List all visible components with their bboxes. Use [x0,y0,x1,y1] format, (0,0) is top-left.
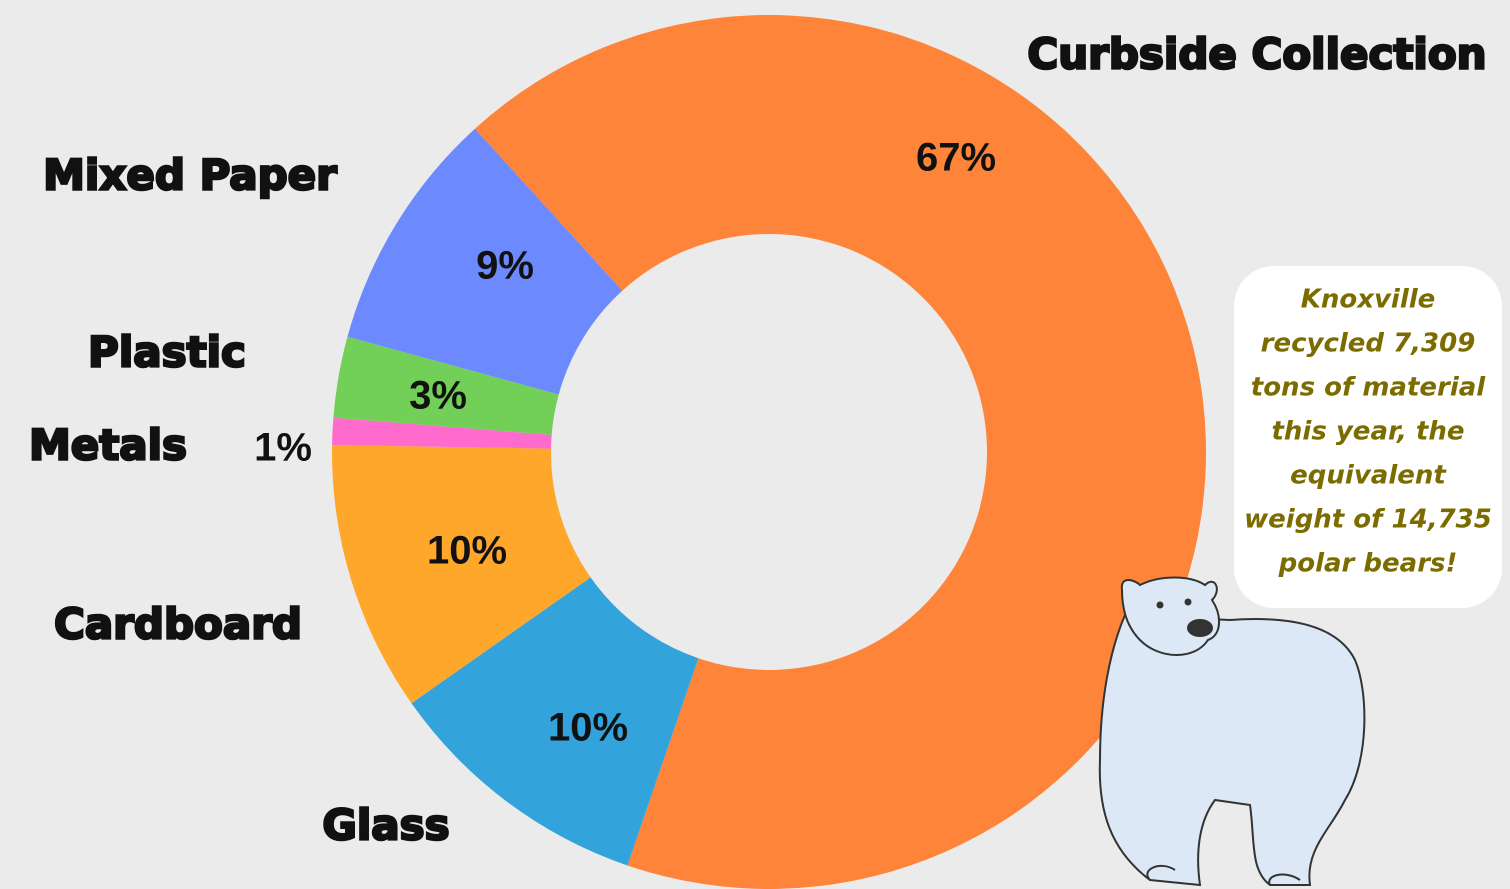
category-label: Metals [29,421,187,470]
annotation: Knoxville recycled 7,309 tons of material t… [1244,285,1492,579]
value-label: 9% [476,244,534,288]
category-label: Plastic [88,328,246,377]
annotation-line: this year, the [1271,417,1464,447]
annotation-line: recycled 7,309 [1261,329,1476,359]
annotation-line: weight of 14,735 [1244,505,1492,535]
category-label: Mixed Paper [43,151,337,200]
category-label: Glass [322,801,449,850]
chart: Curbside Collection 67% Glass 10% Cardboard 1… [0,0,1510,889]
value-label: 10% [548,706,628,750]
value-label: 10% [427,529,507,573]
annotation-line: polar bears! [1278,549,1458,579]
category-label: Curbside Collection [1027,30,1486,79]
value-label: 3% [409,374,467,418]
value-label: 1% [254,426,312,470]
annotation-line: equivalent [1290,461,1447,491]
category-label: Cardboard [54,600,302,649]
value-label: 67% [916,136,996,180]
annotation-line: tons of material [1251,373,1487,403]
annotation-line: Knoxville [1301,285,1436,315]
